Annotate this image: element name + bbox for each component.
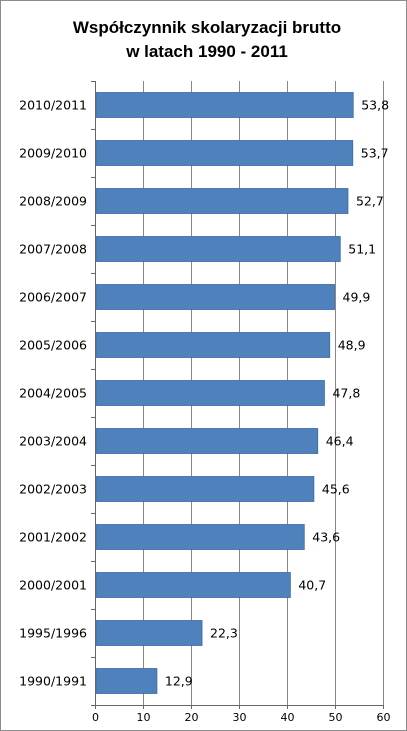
bar bbox=[95, 140, 354, 166]
x-tick-label: 60 bbox=[377, 711, 391, 724]
category-label: 1995/1996 bbox=[19, 626, 87, 641]
value-labels: 53,8 53,7 52,7 51,1 49,9 48,9 47,8 46,4 45,6 43,6… bbox=[165, 98, 389, 689]
bar bbox=[95, 524, 305, 550]
bars bbox=[95, 92, 354, 694]
x-tick-label: 50 bbox=[329, 711, 343, 724]
x-tick-label: 40 bbox=[281, 711, 295, 724]
value-label: 12,9 bbox=[165, 674, 193, 689]
value-label: 22,3 bbox=[210, 626, 238, 641]
category-label: 2008/2009 bbox=[19, 194, 87, 209]
value-label: 47,8 bbox=[332, 386, 360, 401]
category-label: 2003/2004 bbox=[19, 434, 87, 449]
value-label: 40,7 bbox=[298, 578, 326, 593]
chart-title-line-1: Współczynnik skolaryzacji brutto bbox=[73, 18, 341, 37]
value-label: 45,6 bbox=[322, 482, 350, 497]
category-label: 2005/2006 bbox=[19, 338, 87, 353]
value-label: 43,6 bbox=[312, 530, 340, 545]
bar bbox=[95, 188, 349, 214]
category-label: 2010/2011 bbox=[19, 98, 87, 113]
bar bbox=[95, 332, 331, 358]
value-label: 48,9 bbox=[338, 338, 366, 353]
value-label: 53,7 bbox=[361, 146, 389, 161]
bar bbox=[95, 476, 315, 502]
value-label: 53,8 bbox=[361, 98, 389, 113]
category-label: 2000/2001 bbox=[19, 578, 87, 593]
x-tick-label: 10 bbox=[137, 711, 151, 724]
bar bbox=[95, 572, 291, 598]
value-label: 52,7 bbox=[356, 194, 384, 209]
bar bbox=[95, 284, 335, 310]
category-label: 2007/2008 bbox=[19, 242, 87, 257]
bar bbox=[95, 428, 319, 454]
x-tick-label: 30 bbox=[233, 711, 247, 724]
category-label: 2001/2002 bbox=[19, 530, 87, 545]
value-label: 49,9 bbox=[343, 290, 371, 305]
category-label: 1990/1991 bbox=[19, 674, 87, 689]
chart-title-line-2: w latach 1990 - 2011 bbox=[125, 42, 288, 61]
bar bbox=[95, 620, 203, 646]
value-label: 46,4 bbox=[326, 434, 354, 449]
x-tick-label: 20 bbox=[185, 711, 199, 724]
x-tick-label: 0 bbox=[92, 711, 99, 724]
category-label: 2006/2007 bbox=[19, 290, 87, 305]
category-label: 2002/2003 bbox=[19, 482, 87, 497]
bar bbox=[95, 380, 325, 406]
bar bbox=[95, 236, 341, 262]
bar bbox=[95, 92, 354, 118]
category-label: 2004/2005 bbox=[19, 386, 87, 401]
chart-title: Współczynnik skolaryzacji brutto w latac… bbox=[73, 18, 341, 61]
category-labels: 2010/2011 2009/2010 2008/2009 2007/2008 2006… bbox=[19, 98, 87, 689]
bar bbox=[95, 668, 158, 694]
x-axis: 0 10 20 30 40 50 60 bbox=[91, 81, 391, 724]
value-label: 51,1 bbox=[348, 242, 376, 257]
category-label: 2009/2010 bbox=[19, 146, 87, 161]
